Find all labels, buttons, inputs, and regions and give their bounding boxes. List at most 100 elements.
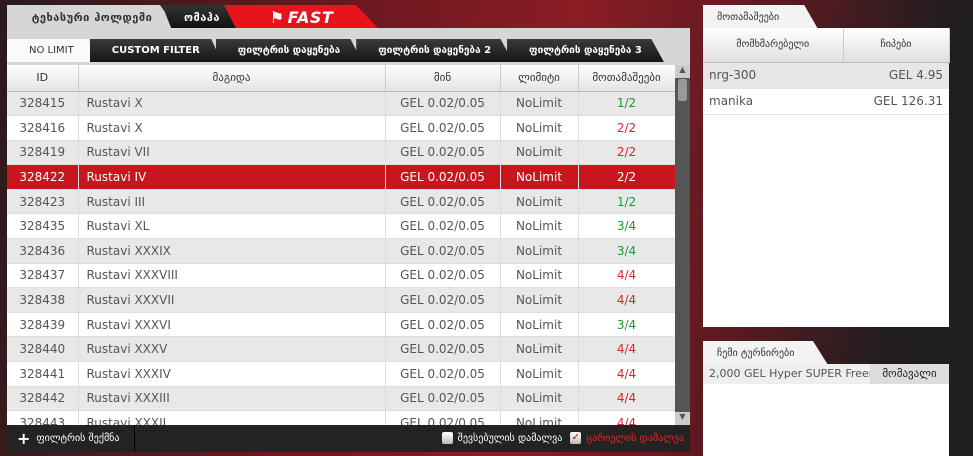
- row-stakes: GEL 0.02/0.05: [385, 213, 501, 240]
- col-header-limit[interactable]: ლიმიტი: [500, 65, 579, 92]
- row-table-name: Rustavi XXXIII: [78, 386, 386, 412]
- row-players: 2/2: [578, 140, 676, 166]
- row-table-name: Rustavi XXXVI: [78, 312, 386, 338]
- table-row[interactable]: 328440 Rustavi XXXV GEL 0.02/0.05 NoLimit 4/…: [7, 336, 676, 363]
- row-limit: NoLimit: [500, 189, 579, 215]
- col-header-chips[interactable]: ჩიპები: [843, 28, 950, 63]
- tab-filter-setting-1[interactable]: ფილტრის დაყენება: [215, 39, 363, 62]
- tournament-status: მომავალი: [870, 364, 949, 384]
- row-limit: NoLimit: [500, 361, 579, 387]
- bottom-bar: + ფილტრის შექმნა შევსებულის დამალვა ✓ ცარი…: [7, 425, 690, 452]
- table-row[interactable]: 328439 Rustavi XXXVI GEL 0.02/0.05 NoLimit 3…: [7, 312, 676, 338]
- table-row[interactable]: 328438 Rustavi XXXVII GEL 0.02/0.05 NoLimit…: [7, 287, 676, 313]
- table-row[interactable]: 328419 Rustavi VII GEL 0.02/0.05 NoLimit 2/2: [7, 140, 676, 166]
- row-players: 3/4: [578, 213, 676, 240]
- players-panel: მომხმარებელი ჩიპები nrg-300 GEL 4.95 manika…: [703, 28, 950, 327]
- row-limit: NoLimit: [500, 140, 579, 166]
- row-stakes: GEL 0.02/0.05: [385, 336, 501, 363]
- row-id: 328441: [7, 361, 79, 387]
- row-table-name: Rustavi XXXVII: [78, 287, 386, 313]
- row-id: 328419: [7, 140, 79, 166]
- hide-empty-checkbox[interactable]: ✓ ცარიელის დამალვა: [570, 432, 684, 444]
- row-table-name: Rustavi III: [78, 189, 386, 215]
- row-id: 328438: [7, 287, 79, 313]
- col-header-id[interactable]: ID: [7, 65, 79, 92]
- row-stakes: GEL 0.02/0.05: [385, 263, 501, 289]
- row-table-name: Rustavi XXXVIII: [78, 263, 386, 289]
- create-filter-button[interactable]: + ფილტრის შექმნა: [7, 425, 135, 452]
- tab-players[interactable]: მოთამაშეები: [703, 5, 818, 29]
- row-stakes: GEL 0.02/0.05: [385, 287, 501, 313]
- table-row[interactable]: 328435 Rustavi XL GEL 0.02/0.05 NoLimit 3/4: [7, 213, 676, 240]
- row-limit: NoLimit: [500, 312, 579, 338]
- player-user: nrg-300: [703, 62, 843, 89]
- hide-empty-label: ცარიელის დამალვა: [586, 433, 684, 444]
- tournaments-panel: 2,000 GEL Hyper SUPER Freerol მომავალი: [703, 364, 949, 456]
- row-id: 328436: [7, 238, 79, 264]
- hide-full-checkbox[interactable]: შევსებულის დამალვა: [441, 432, 562, 444]
- checkbox-unchecked-icon: [441, 432, 453, 444]
- row-players: 3/4: [578, 312, 676, 338]
- row-players: 3/4: [578, 238, 676, 264]
- player-chips: GEL 4.95: [843, 62, 949, 89]
- fast-label: FAST: [287, 7, 334, 27]
- row-stakes: GEL 0.02/0.05: [385, 91, 501, 117]
- row-stakes: GEL 0.02/0.05: [385, 140, 501, 166]
- row-players: 4/4: [578, 263, 676, 289]
- row-players: 1/2: [578, 91, 676, 117]
- row-id: 328439: [7, 312, 79, 338]
- tournament-name: 2,000 GEL Hyper SUPER Freerol: [709, 367, 870, 380]
- tab-custom-filter[interactable]: CUSTOM FILTER: [89, 39, 222, 62]
- tab-my-tournaments[interactable]: ჩემი ტურნირები: [703, 341, 828, 365]
- row-stakes: GEL 0.02/0.05: [385, 238, 501, 264]
- tab-filter-setting-2[interactable]: ფილტრის დაყენება 2: [356, 39, 514, 62]
- row-limit: NoLimit: [500, 386, 579, 412]
- create-filter-label: ფილტრის შექმნა: [36, 433, 120, 444]
- table-row[interactable]: 328416 Rustavi X GEL 0.02/0.05 NoLimit 2/2: [7, 115, 676, 141]
- row-players: 4/4: [578, 361, 676, 387]
- player-row[interactable]: nrg-300 GEL 4.95: [703, 62, 949, 89]
- row-table-name: Rustavi VII: [78, 140, 386, 166]
- tab-filter-setting-3[interactable]: ფილტრის დაყენება 3: [507, 39, 664, 62]
- tab-texas-holdem[interactable]: ტეხასური ჰოლდემი: [7, 5, 177, 29]
- row-limit: NoLimit: [500, 238, 579, 264]
- tab-fast[interactable]: ⚑ FAST: [224, 5, 379, 29]
- checkered-flag-icon: ⚑: [269, 7, 285, 27]
- col-header-players[interactable]: მოთამაშეები: [578, 65, 676, 92]
- row-id: 328415: [7, 91, 79, 117]
- table-row[interactable]: 328442 Rustavi XXXIII GEL 0.02/0.05 NoLimit…: [7, 386, 676, 412]
- col-header-table[interactable]: მაგიდა: [78, 65, 386, 92]
- table-row[interactable]: 328436 Rustavi XXXIX GEL 0.02/0.05 NoLimit 3…: [7, 238, 676, 264]
- table-row[interactable]: 328422 Rustavi IV GEL 0.02/0.05 NoLimit 2/2: [7, 164, 676, 190]
- tournament-row[interactable]: 2,000 GEL Hyper SUPER Freerol მომავალი: [703, 364, 949, 384]
- row-players: 4/4: [578, 336, 676, 363]
- row-id: 328442: [7, 386, 79, 412]
- row-id: 328440: [7, 336, 79, 363]
- row-stakes: GEL 0.02/0.05: [385, 164, 501, 190]
- row-limit: NoLimit: [500, 164, 579, 190]
- table-row[interactable]: 328441 Rustavi XXXIV GEL 0.02/0.05 NoLimit 4…: [7, 361, 676, 387]
- row-players: 4/4: [578, 287, 676, 313]
- row-table-name: Rustavi XXXIV: [78, 361, 386, 387]
- checkbox-checked-icon: ✓: [570, 432, 582, 444]
- scroll-up-arrow[interactable]: ▲: [675, 65, 690, 78]
- scrollbar[interactable]: ▲ ▼: [675, 65, 690, 425]
- row-table-name: Rustavi X: [78, 115, 386, 141]
- row-stakes: GEL 0.02/0.05: [385, 189, 501, 215]
- table-row[interactable]: 328437 Rustavi XXXVIII GEL 0.02/0.05 NoLimi…: [7, 263, 676, 289]
- row-stakes: GEL 0.02/0.05: [385, 386, 501, 412]
- row-id: 328437: [7, 263, 79, 289]
- table-row[interactable]: 328415 Rustavi X GEL 0.02/0.05 NoLimit 1/2: [7, 91, 676, 117]
- scroll-down-arrow[interactable]: ▼: [675, 412, 690, 425]
- col-header-stakes[interactable]: მინ: [385, 65, 501, 92]
- player-row[interactable]: manika GEL 126.31: [703, 88, 949, 115]
- row-limit: NoLimit: [500, 263, 579, 289]
- tab-no-limit[interactable]: NO LIMIT: [7, 39, 96, 62]
- scroll-thumb[interactable]: [678, 79, 687, 101]
- table-row[interactable]: 328423 Rustavi III GEL 0.02/0.05 NoLimit 1/2: [7, 189, 676, 215]
- row-table-name: Rustavi XXXIX: [78, 238, 386, 264]
- row-limit: NoLimit: [500, 336, 579, 363]
- col-header-user[interactable]: მომხმარებელი: [703, 28, 844, 63]
- row-limit: NoLimit: [500, 213, 579, 240]
- lobby-panel: NO LIMIT CUSTOM FILTER ფილტრის დაყენება …: [7, 28, 690, 452]
